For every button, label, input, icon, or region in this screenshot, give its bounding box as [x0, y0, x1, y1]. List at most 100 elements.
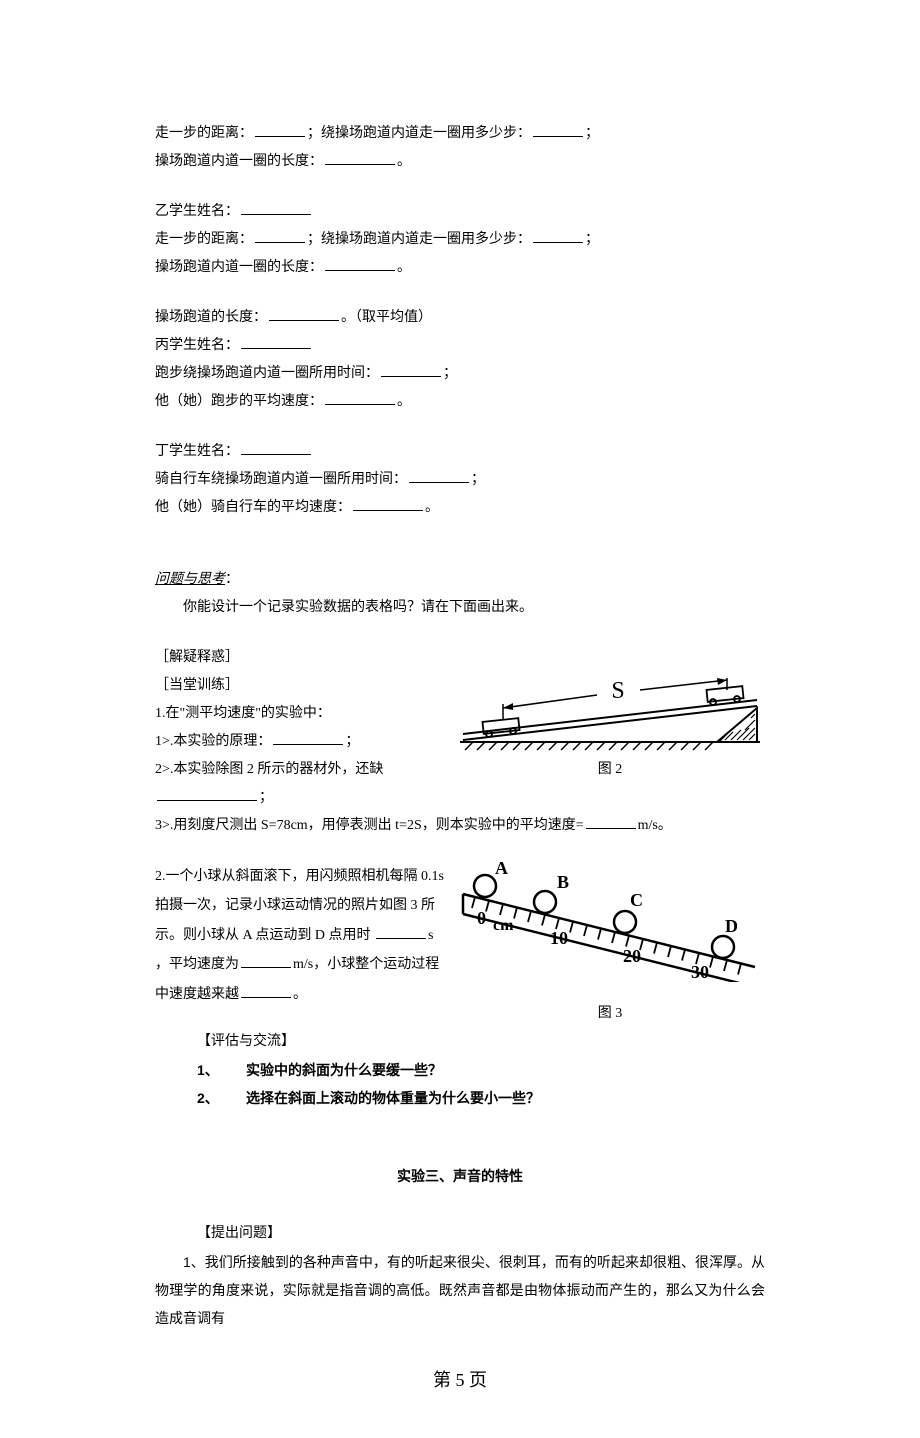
- blank: [376, 924, 426, 939]
- blank: [533, 122, 583, 137]
- student-b-step: 走一步的距离： ；绕操场跑道内道走一圈用多少步： ；: [155, 226, 765, 254]
- student-c-time: 跑步绕操场跑道内道一圈所用时间： ；: [155, 360, 765, 388]
- blank: [273, 730, 343, 745]
- text: ；: [585, 126, 599, 141]
- text: ；: [345, 734, 359, 749]
- figure3-svg: A B C D 0 cm 10 20 30: [455, 862, 765, 982]
- blank: [533, 228, 583, 243]
- figure2-caption: 图 2: [455, 756, 765, 784]
- evaluate-q1: 1、实验中的斜面为什么要缓一些？: [197, 1056, 765, 1084]
- blank: [381, 362, 441, 377]
- text: 操场跑道的长度：: [155, 310, 267, 325]
- section-resolve: ［解疑释惑］: [155, 644, 765, 672]
- evaluate-q2: 2、选择在斜面上滚动的物体重量为什么要小一些？: [197, 1084, 765, 1112]
- blank: [586, 814, 636, 829]
- text: 乙学生姓名：: [155, 204, 239, 219]
- text: 实验中的斜面为什么要缓一些？: [246, 1062, 442, 1078]
- label-20: 20: [623, 946, 641, 966]
- practice-heading: ［当堂训练］: [155, 672, 445, 700]
- colon: ：: [225, 572, 239, 587]
- figure3-container: A B C D 0 cm 10 20 30 图 3: [455, 862, 765, 1028]
- q1-1: 1>.本实验的原理： ；: [155, 728, 445, 756]
- blank: [157, 786, 257, 801]
- figure2-svg: S: [455, 672, 765, 752]
- figure2-container: S 图 2: [455, 672, 765, 784]
- practice-q1-left: ［当堂训练］ 1.在"测平均速度"的实验中： 1>.本实验的原理： ； 2>.本实…: [155, 672, 445, 812]
- page-content: 走一步的距离： ；绕操场跑道内道走一圈用多少步： ； 操场跑道内道一圈的长度： 。 乙…: [0, 0, 920, 1438]
- label-C: C: [630, 890, 643, 910]
- label-S: S: [611, 678, 624, 704]
- blank: [241, 440, 311, 455]
- heading-text: 问题与思考: [155, 572, 225, 587]
- student-d-name: 丁学生姓名：: [155, 438, 765, 466]
- text: 他（她）跑步的平均速度：: [155, 394, 323, 409]
- text: 丙学生姓名：: [155, 338, 239, 353]
- text: m/s。: [638, 818, 672, 833]
- q1-2: 2>.本实验除图 2 所示的器材外，还缺 ；: [155, 756, 445, 812]
- page-footer: 第 5 页: [155, 1362, 765, 1398]
- blank: [269, 306, 339, 321]
- text: ；: [585, 232, 599, 247]
- blank: [255, 122, 305, 137]
- label-10: 10: [550, 928, 568, 948]
- text: 。: [397, 260, 411, 275]
- text: 骑自行车绕操场跑道内道一圈所用时间：: [155, 472, 407, 487]
- blank: [409, 468, 469, 483]
- student-d-time: 骑自行车绕操场跑道内道一圈所用时间： ；: [155, 466, 765, 494]
- track-avg: 操场跑道的长度： 。（取平均值）: [155, 304, 765, 332]
- label-A: A: [495, 862, 508, 878]
- student-c-speed: 他（她）跑步的平均速度： 。: [155, 388, 765, 416]
- label-0: 0: [477, 908, 486, 928]
- student-b-track: 操场跑道内道一圈的长度： 。: [155, 254, 765, 282]
- label-30: 30: [691, 962, 709, 982]
- text: 1>.本实验的原理：: [155, 734, 271, 749]
- text: 。（取平均值）: [341, 310, 432, 325]
- text: 跑步绕操场跑道内道一圈所用时间：: [155, 366, 379, 381]
- text: ；: [471, 472, 485, 487]
- text: 。: [397, 394, 411, 409]
- practice-q2-row: 2.一个小球从斜面滚下，用闪频照相机每隔 0.1s 拍摄一次，记录小球运动情况的…: [155, 862, 765, 1028]
- student-c-name: 丙学生姓名：: [155, 332, 765, 360]
- q1-3: 3>.用刻度尺测出 S=78cm，用停表测出 t=2S，则本实验中的平均速度= m…: [155, 812, 765, 840]
- text: 走一步的距离：: [155, 232, 253, 247]
- text: ；: [443, 366, 457, 381]
- text: 他（她）骑自行车的平均速度：: [155, 500, 351, 515]
- blank: [241, 200, 311, 215]
- blank: [241, 334, 311, 349]
- label-cm: cm: [493, 917, 514, 934]
- blank: [255, 228, 305, 243]
- blank: [241, 983, 291, 998]
- student-b-name: 乙学生姓名：: [155, 198, 765, 226]
- text: ；绕操场跑道内道走一圈用多少步：: [307, 126, 531, 141]
- exp3-title: 实验三、声音的特性: [155, 1162, 765, 1190]
- blank: [325, 256, 395, 271]
- text: 走一步的距离：: [155, 126, 253, 141]
- q1-intro: 1.在"测平均速度"的实验中：: [155, 700, 445, 728]
- thinking-text: 你能设计一个记录实验数据的表格吗？请在下面画出来。: [155, 594, 765, 622]
- text: ；: [259, 790, 273, 805]
- text: 3>.用刻度尺测出 S=78cm，用停表测出 t=2S，则本实验中的平均速度=: [155, 818, 584, 833]
- student-d-speed: 他（她）骑自行车的平均速度： 。: [155, 494, 765, 522]
- text: ；绕操场跑道内道走一圈用多少步：: [307, 232, 531, 247]
- num: 2、: [197, 1084, 246, 1112]
- text: 。: [397, 154, 411, 169]
- text: 操场跑道内道一圈的长度：: [155, 260, 323, 275]
- text: 2>.本实验除图 2 所示的器材外，还缺: [155, 762, 383, 777]
- text: 丁学生姓名：: [155, 444, 239, 459]
- student-a-track: 操场跑道内道一圈的长度：。: [155, 148, 765, 176]
- evaluate-heading: 【评估与交流】: [197, 1028, 765, 1056]
- num: 1、: [197, 1056, 246, 1084]
- raise-q-heading: 【提出问题】: [197, 1220, 765, 1248]
- blank: [325, 390, 395, 405]
- text: 。: [425, 500, 439, 515]
- practice-figure2-row: ［当堂训练］ 1.在"测平均速度"的实验中： 1>.本实验的原理： ； 2>.本实…: [155, 672, 765, 812]
- text: 选择在斜面上滚动的物体重量为什么要小一些？: [246, 1090, 540, 1106]
- raise-q-para: 1、我们所接触到的各种声音中，有的听起来很尖、很刺耳，而有的听起来却很粗、很浑厚…: [155, 1248, 765, 1332]
- text: 。: [293, 987, 307, 1002]
- student-a-step: 走一步的距离： ；绕操场跑道内道走一圈用多少步： ；: [155, 120, 765, 148]
- thinking-heading: 问题与思考：: [155, 566, 765, 594]
- q2-text: 2.一个小球从斜面滚下，用闪频照相机每隔 0.1s 拍摄一次，记录小球运动情况的…: [155, 862, 445, 1009]
- blank: [241, 953, 291, 968]
- blank: [353, 496, 423, 511]
- figure3-caption: 图 3: [455, 1000, 765, 1028]
